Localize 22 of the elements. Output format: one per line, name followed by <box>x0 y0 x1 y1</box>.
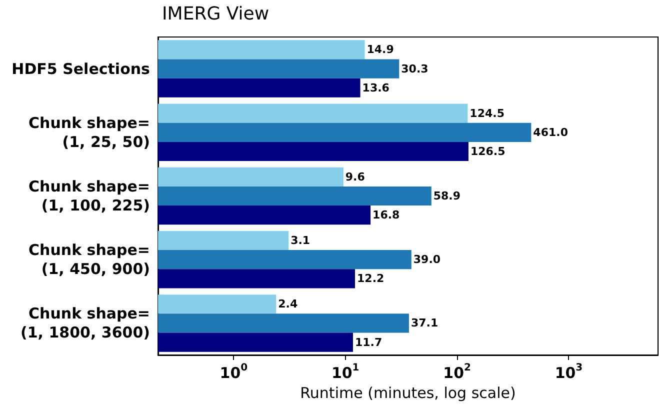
data-label: 126.5 <box>470 144 506 158</box>
y-tick-label: Chunk shape= (1, 25, 50) <box>28 114 150 151</box>
data-label: 16.8 <box>372 208 400 222</box>
data-label: 13.6 <box>362 81 390 94</box>
data-label: 461.0 <box>533 126 568 139</box>
chart-title: IMERG View <box>162 4 270 24</box>
data-label: 14.9 <box>366 43 394 56</box>
data-label: 37.1 <box>410 316 438 330</box>
data-label: 39.0 <box>413 253 441 266</box>
y-tick-label: Chunk shape= (1, 1800, 3600) <box>20 304 150 342</box>
x-axis-title: Runtime (minutes, log scale) <box>300 384 516 402</box>
data-label: 124.5 <box>470 106 504 120</box>
data-label: 3.1 <box>290 234 310 248</box>
data-label: 12.2 <box>357 272 384 286</box>
data-label: 9.6 <box>345 170 366 184</box>
data-label: 2.4 <box>278 298 298 311</box>
y-tick-label: Chunk shape= (1, 100, 225) <box>28 178 150 214</box>
data-label: 30.3 <box>401 62 428 76</box>
data-label: 11.7 <box>354 336 382 349</box>
y-tick-label: Chunk shape= (1, 450, 900) <box>28 241 150 278</box>
y-tick-label: HDF5 Selections <box>12 60 150 78</box>
data-label: 58.9 <box>433 190 461 202</box>
